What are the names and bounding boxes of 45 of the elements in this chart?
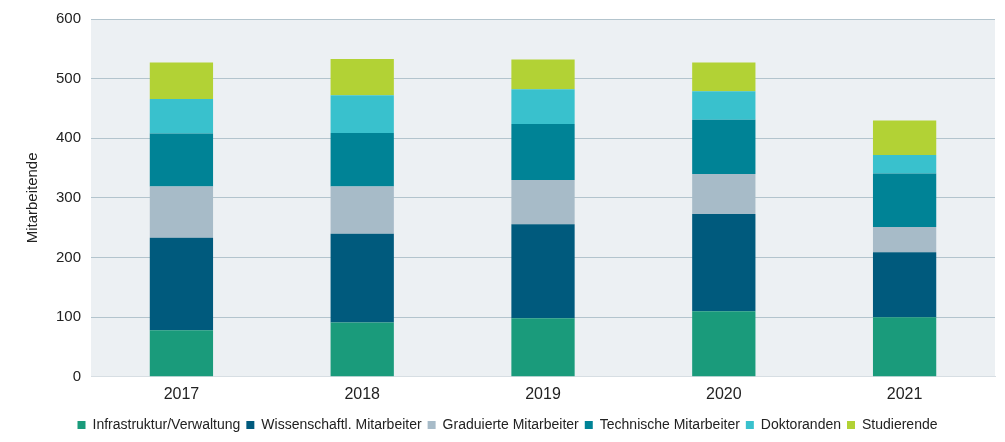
x-tick-label: 2019 (525, 384, 561, 402)
bar (511, 89, 575, 124)
bar (692, 119, 756, 175)
bar (511, 59, 575, 90)
bar (872, 154, 937, 174)
bar (692, 91, 756, 120)
y-tick-label: 400 (56, 128, 82, 146)
bar (149, 98, 214, 134)
bar (511, 224, 575, 319)
bar (872, 120, 937, 155)
bar (872, 252, 937, 318)
x-tick-label: 2018 (344, 384, 381, 402)
bar (330, 58, 394, 96)
bar (872, 173, 937, 228)
bar (149, 133, 214, 187)
bar (692, 311, 756, 377)
legend-label: Graduierte Mitarbeiter (442, 415, 580, 432)
bar (330, 233, 394, 323)
bar (149, 237, 214, 331)
y-tick-label: 200 (56, 247, 82, 265)
y-tick-label: 500 (56, 68, 82, 86)
x-tick-label: 2020 (706, 384, 742, 402)
legend-label: Doktoranden (760, 415, 842, 432)
bar (330, 132, 394, 187)
bar (149, 330, 214, 377)
bar (511, 318, 575, 377)
legend-label: Technische Mitarbeiter (599, 415, 741, 432)
bar (511, 123, 575, 181)
bar (149, 62, 214, 99)
y-tick-label: 0 (72, 366, 82, 384)
y-tick-label: 100 (56, 307, 82, 325)
bar (692, 62, 756, 92)
bar (872, 227, 937, 253)
legend-label: Wissenschaftl. Mitarbeiter (261, 415, 422, 432)
x-tick-label: 2021 (886, 384, 923, 402)
x-tick-label: 2017 (163, 384, 200, 402)
bar (872, 317, 937, 377)
y-axis-title: Mitarbeitende (23, 152, 41, 244)
bar (330, 322, 394, 377)
bar (692, 214, 756, 312)
legend-label: Infrastruktur/Verwaltung (92, 415, 241, 432)
bar (330, 95, 394, 133)
y-tick-label: 600 (56, 9, 82, 27)
y-tick-label: 300 (56, 188, 82, 206)
legend-label: Studierende (862, 415, 938, 432)
